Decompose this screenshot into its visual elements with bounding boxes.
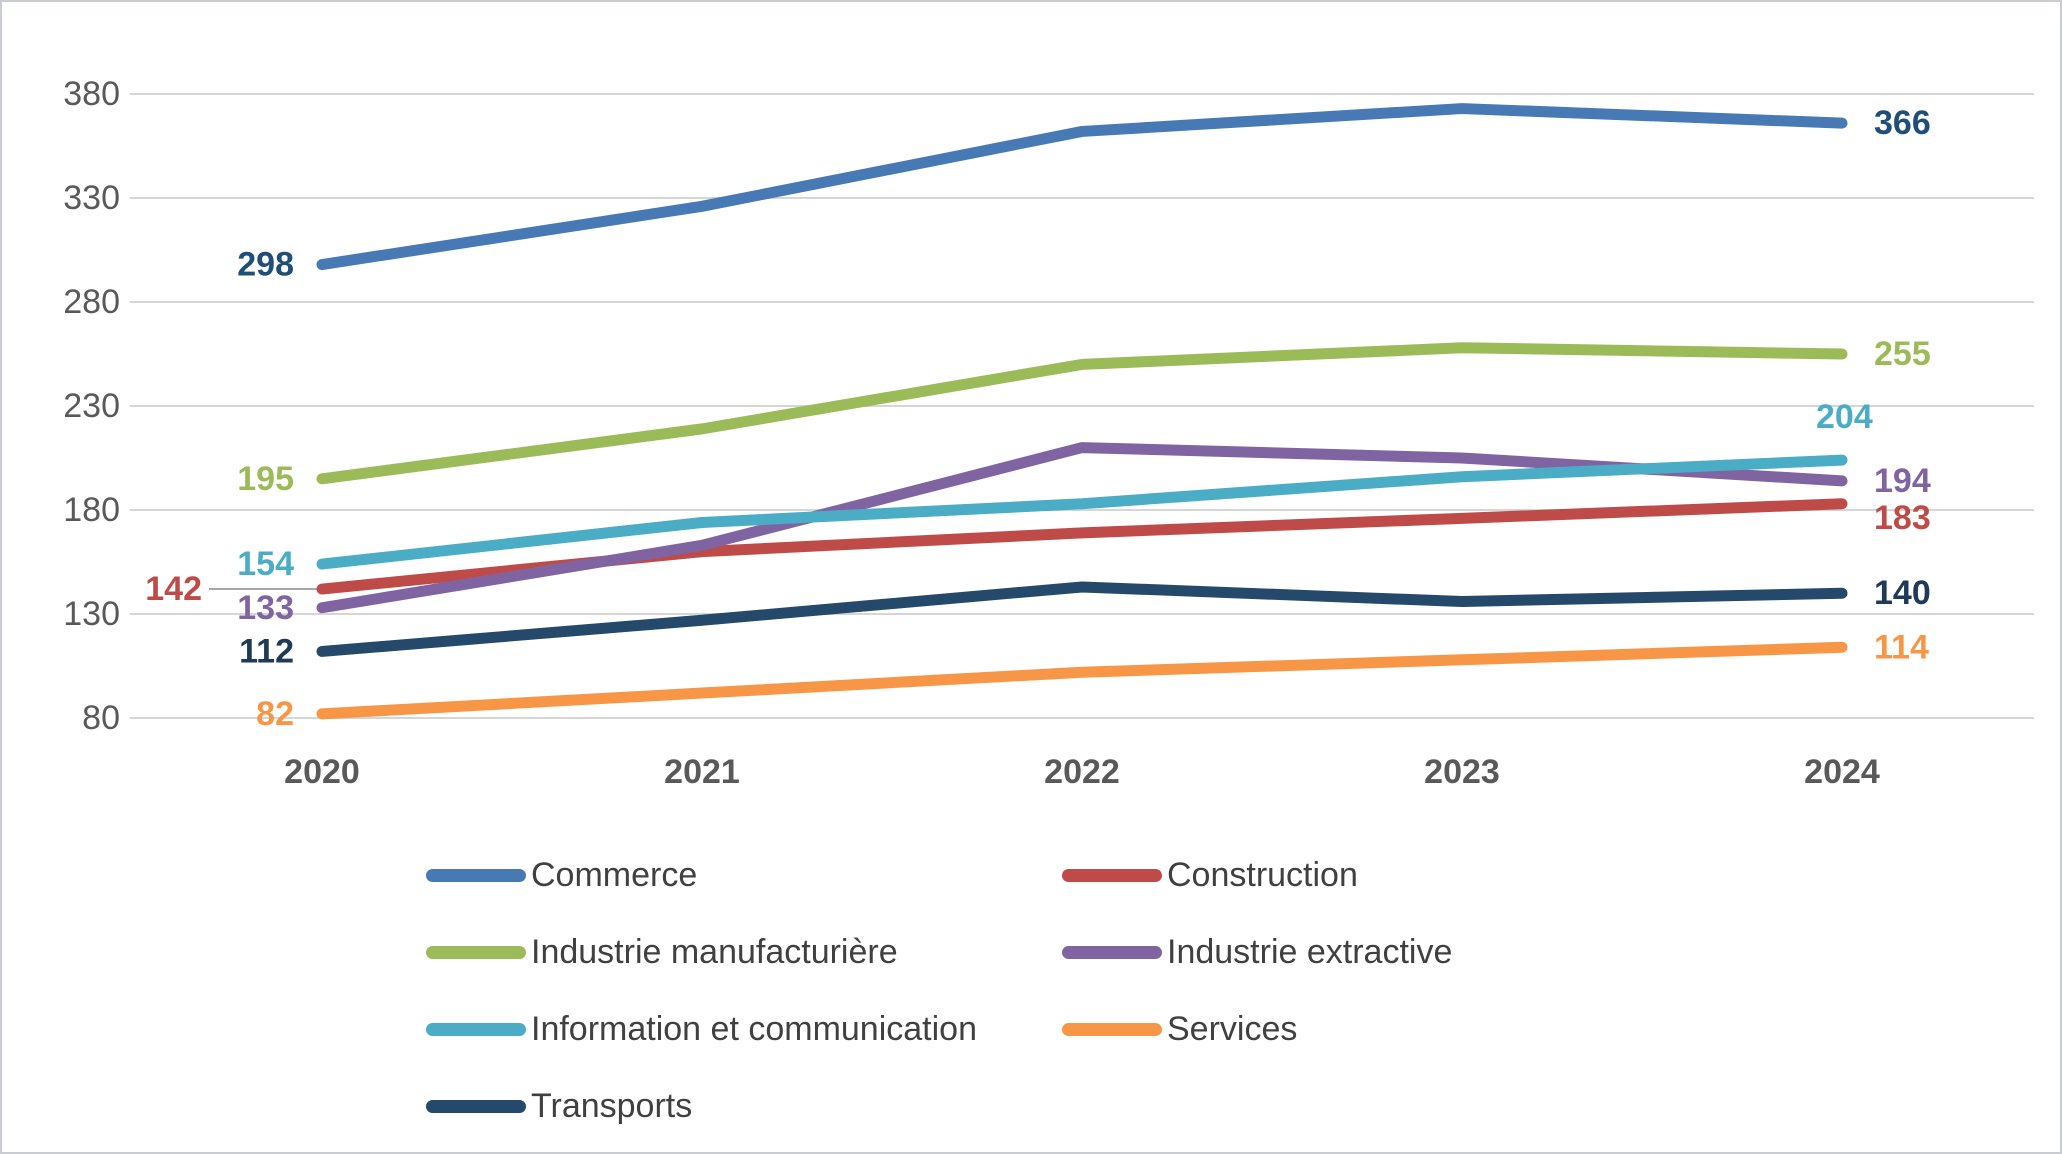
legend-swatch-industrie-extractive bbox=[1062, 945, 1162, 959]
y-axis-label: 80 bbox=[82, 699, 120, 737]
legend-item-construction: Construction bbox=[1062, 858, 1452, 892]
y-axis-label: 330 bbox=[63, 179, 120, 217]
legend-label-construction: Construction bbox=[1167, 856, 1358, 894]
value-label-start-industrie-extractive: 133 bbox=[237, 589, 294, 627]
x-axis-label: 2020 bbox=[284, 753, 360, 791]
value-label-end-industrie-extractive: 194 bbox=[1874, 462, 1931, 500]
y-axis-label: 280 bbox=[63, 283, 120, 321]
legend-swatch-commerce bbox=[426, 868, 526, 882]
legend-swatch-transports bbox=[426, 1099, 526, 1113]
legend-swatch-services bbox=[1062, 1022, 1162, 1036]
legend-label-services: Services bbox=[1167, 1010, 1298, 1048]
series-line-services bbox=[316, 641, 1848, 720]
x-axis-label: 2024 bbox=[1804, 753, 1880, 791]
legend-item-industrie-manufacturiere: Industrie manufacturière bbox=[426, 935, 1062, 969]
chart-legend: Commerce Construction Industrie manufact… bbox=[426, 848, 1452, 1133]
legend-label-commerce: Commerce bbox=[531, 856, 698, 894]
legend-swatch-information-et-communication bbox=[426, 1022, 526, 1036]
x-axis-label: 2022 bbox=[1044, 753, 1120, 791]
value-label-end-commerce: 366 bbox=[1874, 104, 1931, 142]
legend-item-services: Services bbox=[1062, 1012, 1452, 1046]
series-line-industrie-manufacturiere bbox=[316, 342, 1848, 485]
value-label-start-services: 82 bbox=[256, 695, 294, 733]
value-label-start-transports: 112 bbox=[239, 632, 294, 670]
legend-swatch-industrie-manufacturiere bbox=[426, 945, 526, 959]
y-axis-label: 230 bbox=[63, 387, 120, 425]
series-line-transports bbox=[316, 581, 1848, 657]
legend-item-information-et-communication: Information et communication bbox=[426, 1012, 1062, 1046]
y-axis-label: 380 bbox=[63, 75, 120, 113]
y-axis-label: 180 bbox=[63, 491, 120, 529]
value-label-start-industrie-manufacturiere: 195 bbox=[237, 460, 294, 498]
value-label-start-construction: 142 bbox=[145, 570, 202, 608]
x-axis-label: 2021 bbox=[664, 753, 740, 791]
legend-label-information-et-communication: Information et communication bbox=[531, 1010, 977, 1048]
legend-item-transports: Transports bbox=[426, 1089, 1062, 1123]
value-label-end-industrie-manufacturiere: 255 bbox=[1874, 335, 1931, 373]
series-line-information-et-communication bbox=[316, 454, 1848, 570]
legend-label-transports: Transports bbox=[531, 1087, 693, 1125]
value-label-end-construction: 183 bbox=[1874, 499, 1931, 537]
value-label-start-information-et-communication: 154 bbox=[237, 545, 294, 583]
legend-item-commerce: Commerce bbox=[426, 858, 1062, 892]
legend-label-industrie-extractive: Industrie extractive bbox=[1167, 933, 1453, 971]
legend-swatch-construction bbox=[1062, 868, 1162, 882]
value-label-start-commerce: 298 bbox=[237, 246, 294, 284]
y-axis-label: 130 bbox=[63, 595, 120, 633]
legend-item-industrie-extractive: Industrie extractive bbox=[1062, 935, 1452, 969]
value-label-end-services: 114 bbox=[1874, 628, 1929, 666]
value-label-end-transports: 140 bbox=[1874, 574, 1931, 612]
series-line-construction bbox=[316, 498, 1848, 595]
series-line-industrie-extractive bbox=[316, 442, 1848, 614]
value-label-end-information-et-communication: 204 bbox=[1816, 398, 1873, 436]
legend-label-industrie-manufacturiere: Industrie manufacturière bbox=[531, 933, 898, 971]
x-axis-label: 2023 bbox=[1424, 753, 1500, 791]
series-line-commerce bbox=[316, 103, 1848, 271]
